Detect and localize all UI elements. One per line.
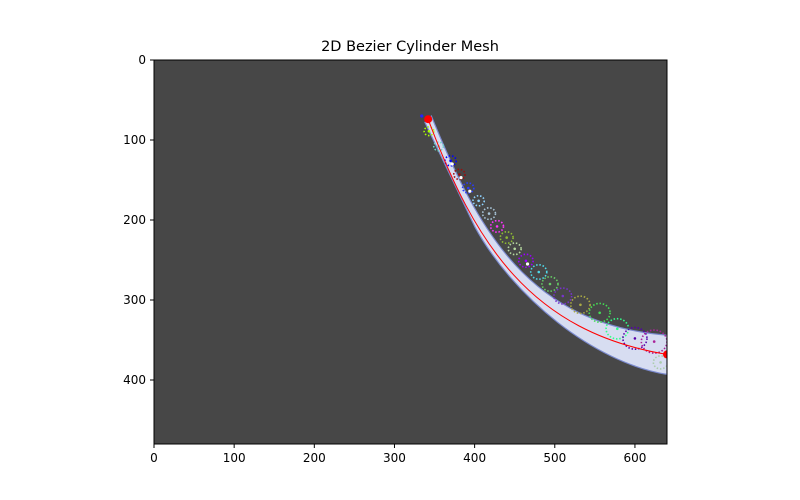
cross-section-center-8 — [495, 225, 499, 228]
cross-section-ring-9 — [499, 231, 514, 245]
cross-section-ring-2 — [432, 141, 445, 152]
cross-section-center-9 — [505, 236, 508, 239]
cross-section-center-7 — [487, 212, 491, 215]
cross-section-ring-5 — [461, 182, 475, 194]
cross-section-center-3 — [449, 159, 452, 163]
cross-section-ring-10 — [507, 242, 522, 256]
axes: 0 100 200 300 400 500 600 0 100 200 300 400 — [123, 53, 668, 465]
cross-section-center-15 — [579, 303, 582, 307]
cross-section-ring-7 — [481, 207, 497, 221]
mesh-point-1 — [420, 114, 424, 118]
cross-section-center-16 — [598, 311, 601, 315]
cross-section-center-4 — [458, 173, 461, 176]
cross-section-ring-14 — [553, 287, 573, 305]
mesh-point-4 — [468, 189, 472, 193]
cross-section-ring-11 — [517, 253, 534, 269]
cross-section-center-18 — [633, 337, 637, 340]
x-tick-label-100: 100 — [223, 451, 246, 465]
cross-section-ring-18 — [622, 326, 648, 351]
cross-section-ring-1 — [423, 126, 435, 137]
y-tick-label-400: 400 — [123, 373, 146, 387]
chart-title: 2D Bezier Cylinder Mesh — [321, 39, 499, 55]
x-tick-label-500: 500 — [543, 451, 566, 465]
plot-area — [154, 60, 667, 444]
plot-background — [154, 60, 667, 444]
cross-section-center-12 — [537, 270, 541, 274]
mesh-point-5 — [525, 262, 530, 266]
cross-section-center-6 — [477, 199, 480, 203]
cross-section-ring-16 — [588, 302, 611, 323]
cross-section-ring-12 — [529, 263, 548, 281]
cross-section-ring-13 — [541, 275, 559, 293]
cross-section-ring-6 — [472, 194, 486, 207]
curve-endpoint-2 — [663, 350, 667, 359]
axes-frame — [153, 59, 668, 445]
curve-endpoint-1 — [424, 115, 433, 124]
mesh-point-3 — [459, 176, 463, 180]
x-tick-label-400: 400 — [463, 451, 486, 465]
y-tick-label-300: 300 — [123, 293, 146, 307]
cross-section-center-1 — [427, 129, 431, 133]
cross-section-ring-8 — [489, 219, 505, 233]
cross-section-center-10 — [513, 247, 517, 251]
x-tick-label-300: 300 — [383, 451, 406, 465]
cross-section-center-13 — [548, 282, 552, 286]
cross-section-center-17 — [616, 327, 619, 331]
x-tick-label-600: 600 — [623, 451, 646, 465]
cross-section-ring-3 — [444, 154, 457, 167]
cross-section-ring-4 — [452, 168, 466, 181]
cross-section-center-14 — [561, 294, 565, 298]
cross-section-ring-15 — [570, 295, 591, 315]
cross-section-center-5 — [466, 186, 470, 190]
x-tick-label-0: 0 — [150, 451, 158, 465]
y-tick-label-200: 200 — [123, 213, 146, 227]
y-tick-label-0: 0 — [138, 53, 146, 67]
bezier-center-curve — [427, 119, 667, 355]
cross-section-center-11 — [524, 259, 528, 263]
cross-section-center-19 — [652, 340, 656, 343]
cross-section-ring-20 — [652, 355, 667, 370]
cylinder-tube — [424, 114, 667, 376]
mesh-point-2 — [450, 162, 454, 166]
cross-section-center-20 — [659, 361, 662, 364]
y-tick-label-100: 100 — [123, 133, 146, 147]
x-tick-label-200: 200 — [303, 451, 326, 465]
